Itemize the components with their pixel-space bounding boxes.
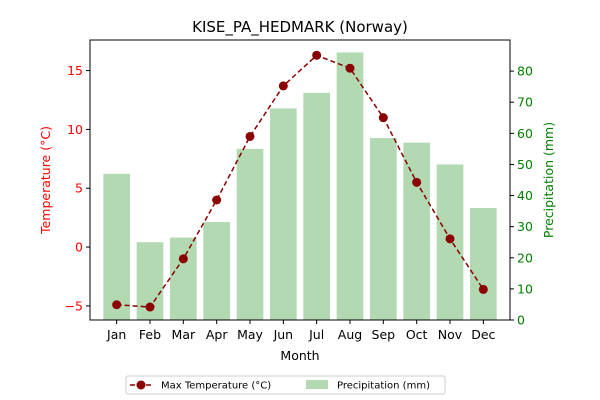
plot-frame [89,39,511,321]
temperature-line-layer [112,50,488,312]
precip-bar-sep [370,138,397,320]
right-y-tick-label: 0 [517,313,525,328]
left-y-axis-label: Temperature (°C) [38,126,53,235]
temp-point-aug [345,63,355,73]
temp-point-jun [278,81,288,91]
x-tick-label: Sep [372,327,396,342]
left-y-axis-ticks: −5 0 5 10 15 [65,63,90,313]
legend-bar-swatch [306,380,328,389]
x-axis-label: Month [280,348,319,363]
chart-title: KISE_PA_HEDMARK (Norway) [192,18,408,37]
precip-bar-dec [470,208,497,320]
right-y-tick-label: 10 [517,281,533,296]
precip-bar-jul [303,92,330,320]
x-tick-label: Aug [338,327,362,342]
left-y-tick-label: 15 [67,63,83,78]
x-tick-label: Jul [308,327,324,342]
right-y-tick-label: 50 [517,157,533,172]
x-tick-label: Oct [406,327,428,342]
precip-bar-oct [403,142,430,320]
temp-point-feb [145,302,155,312]
x-tick-label: Nov [438,327,463,342]
legend-line-marker [136,380,146,390]
x-tick-label: Feb [139,327,161,342]
x-tick-label: Jan [106,327,126,342]
precip-bar-mar [170,237,197,320]
temp-point-dec [478,284,488,294]
right-y-axis-label: Precipitation (mm) [541,122,556,238]
legend-frame [125,375,446,395]
temp-point-nov [445,234,455,244]
left-y-tick-label: 5 [75,181,83,196]
x-tick-label: Jun [273,327,294,342]
precip-bar-jun [270,108,297,320]
x-tick-label: Mar [172,327,196,342]
left-y-tick-label: 10 [67,122,83,137]
legend-label-temperature: Max Temperature (°C) [161,381,271,392]
precipitation-bars [103,52,497,320]
precip-bar-may [236,148,264,320]
x-tick-label: Apr [206,327,228,342]
temp-point-apr [212,195,222,205]
right-y-tick-label: 70 [517,95,533,110]
precip-bar-aug [336,52,364,320]
temp-point-jan [112,300,122,310]
legend-label-precipitation: Precipitation (mm) [337,381,430,392]
precip-bar-jan [103,173,130,320]
right-y-axis-ticks: 0 10 20 30 40 50 60 70 80 [510,64,533,328]
left-y-tick-label: −5 [65,298,83,313]
right-y-tick-label: 80 [517,64,533,79]
x-tick-label: Dec [471,327,495,342]
right-y-tick-label: 60 [517,126,533,141]
legend: Max Temperature (°C) Precipitation (mm) [125,375,446,395]
temp-point-jul [312,50,322,60]
right-y-tick-label: 30 [517,219,533,234]
x-tick-label: May [237,327,263,342]
x-axis-ticks: Jan Feb Mar Apr May Jun Jul Aug Sep Oct Nov Dec [106,320,496,342]
temp-point-mar [178,254,188,264]
right-y-tick-label: 40 [517,188,533,203]
temp-point-sep [378,113,388,123]
precip-bar-apr [203,222,230,320]
right-y-tick-label: 20 [517,250,533,265]
left-y-tick-label: 0 [75,240,83,255]
temp-point-may [245,131,255,141]
temperature-line [116,54,484,308]
temp-point-oct [412,177,422,187]
